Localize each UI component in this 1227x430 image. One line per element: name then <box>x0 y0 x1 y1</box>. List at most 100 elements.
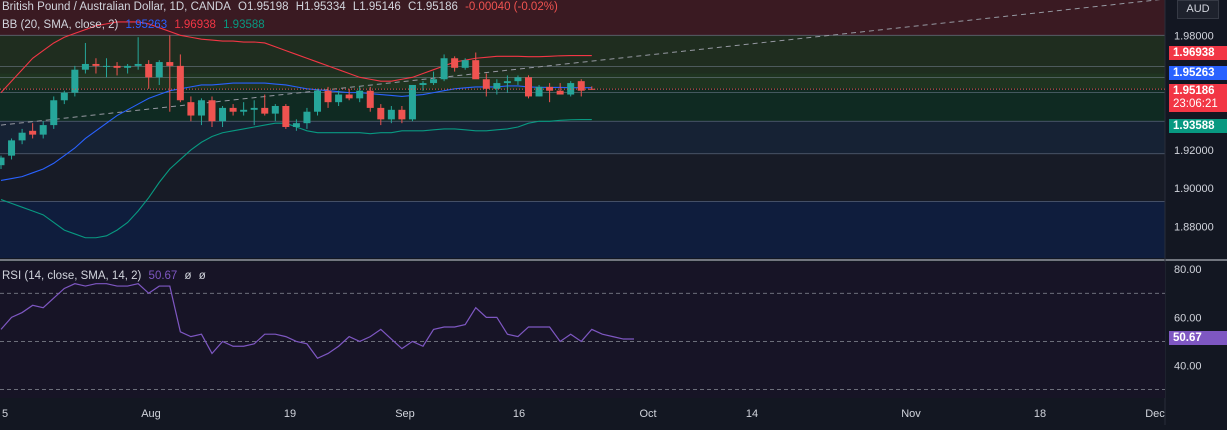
ohlc-open: O1.95198 <box>238 1 289 13</box>
candle-body <box>398 109 406 120</box>
candle-body <box>219 107 227 122</box>
candle <box>324 86 332 108</box>
candle-body <box>387 109 395 120</box>
rsi-line <box>0 283 634 360</box>
candle-body <box>503 81 511 84</box>
candle <box>155 60 163 85</box>
candle <box>18 128 26 145</box>
price-tick-label: 1.92000 <box>1174 145 1214 157</box>
candle <box>124 63 132 74</box>
candle <box>166 35 174 112</box>
rsi-legend[interactable]: RSI (14, close, SMA, 14, 2) 50.67 ø ø <box>2 270 210 282</box>
candle-body <box>166 62 174 66</box>
last-price-tag: 1.95186 23:06:21 <box>1169 84 1227 112</box>
candle-body <box>314 90 321 112</box>
time-tick-label: Oct <box>639 408 656 420</box>
candle-body <box>60 92 68 101</box>
candle <box>71 65 79 97</box>
candle <box>461 58 469 70</box>
bb-legend[interactable]: BB (20, SMA, close, 2) 1.95263 1.96938 1… <box>2 19 269 31</box>
candle-body <box>482 79 490 89</box>
bb-basis-line <box>0 82 592 182</box>
candle <box>398 105 406 124</box>
candle-body <box>356 90 364 99</box>
last-price-tag-text: 1.95186 <box>1173 85 1215 97</box>
rsi-price-tag: 50.67 <box>1169 331 1227 345</box>
candle <box>335 90 343 106</box>
candle <box>219 105 227 127</box>
candle-body <box>271 105 279 114</box>
candle-body <box>292 123 300 127</box>
candle-body <box>366 90 374 108</box>
bb-upper-value: 1.96938 <box>174 19 216 31</box>
price-zone <box>0 88 1165 122</box>
time-tick-label: 16 <box>513 408 525 420</box>
symbol-header: British Pound / Australian Dollar, 1D, C… <box>2 1 562 13</box>
currency-button[interactable]: AUD <box>1177 0 1219 19</box>
candle-body <box>229 107 237 112</box>
candle-body <box>556 90 564 95</box>
candle <box>451 56 459 72</box>
candle <box>134 37 142 70</box>
candle-body <box>430 79 438 84</box>
candle-body <box>525 77 532 97</box>
candle-body <box>145 63 153 78</box>
candle <box>282 104 290 129</box>
candle-body <box>282 105 290 127</box>
candle <box>525 75 532 99</box>
candle <box>503 75 511 93</box>
candle <box>408 84 416 122</box>
candle <box>176 54 184 103</box>
candle <box>535 84 543 97</box>
candle-body <box>250 107 258 110</box>
trendline <box>0 0 1161 126</box>
rsi-pane-bg <box>0 262 1165 398</box>
candle-body <box>0 157 5 166</box>
candle-body <box>324 90 332 103</box>
candle <box>81 42 89 74</box>
candle-body <box>419 83 427 85</box>
candle <box>387 105 395 124</box>
candle-body <box>345 94 353 99</box>
time-tick-label: Dec <box>1145 408 1165 420</box>
candle-body <box>187 102 195 116</box>
time-tick-label: Nov <box>901 408 921 420</box>
ohlc-change: -0.00040 (-0.02%) <box>465 1 558 13</box>
candle <box>356 86 364 103</box>
time-tick-label: 19 <box>284 408 296 420</box>
candle <box>345 88 353 101</box>
ohlc-low: L1.95146 <box>352 1 401 13</box>
candle <box>271 104 279 122</box>
candle <box>29 123 37 139</box>
price-tick-label: 1.90000 <box>1174 183 1214 195</box>
candle <box>250 100 258 126</box>
price-zone <box>0 121 1165 154</box>
candle-body <box>240 109 248 112</box>
candle-body <box>514 77 522 82</box>
candle-body <box>261 107 269 114</box>
candle-body <box>81 63 89 70</box>
candle-body <box>335 94 343 103</box>
candle-body <box>29 130 37 135</box>
candle <box>430 71 438 85</box>
candle-body <box>472 60 480 80</box>
lower-price-tag-text: 1.93588 <box>1173 120 1215 132</box>
candle-body <box>124 65 132 68</box>
candle <box>292 119 300 131</box>
lower-price-tag: 1.93588 <box>1169 119 1227 133</box>
rsi-ma-b: ø <box>198 270 206 282</box>
candle <box>187 96 195 122</box>
price-zone <box>0 153 1165 202</box>
candle <box>92 58 100 74</box>
candle-body <box>176 65 184 101</box>
rsi-label: RSI (14, close, SMA, 14, 2) <box>2 270 142 282</box>
time-tick-label: 5 <box>2 408 8 420</box>
candle <box>208 96 216 127</box>
upper-price-tag-text: 1.96938 <box>1173 47 1215 59</box>
mid-price-tag: 1.95263 <box>1169 66 1227 80</box>
candle-body <box>155 62 163 78</box>
bb-lower-value: 1.93588 <box>223 19 265 31</box>
candle <box>0 155 5 170</box>
